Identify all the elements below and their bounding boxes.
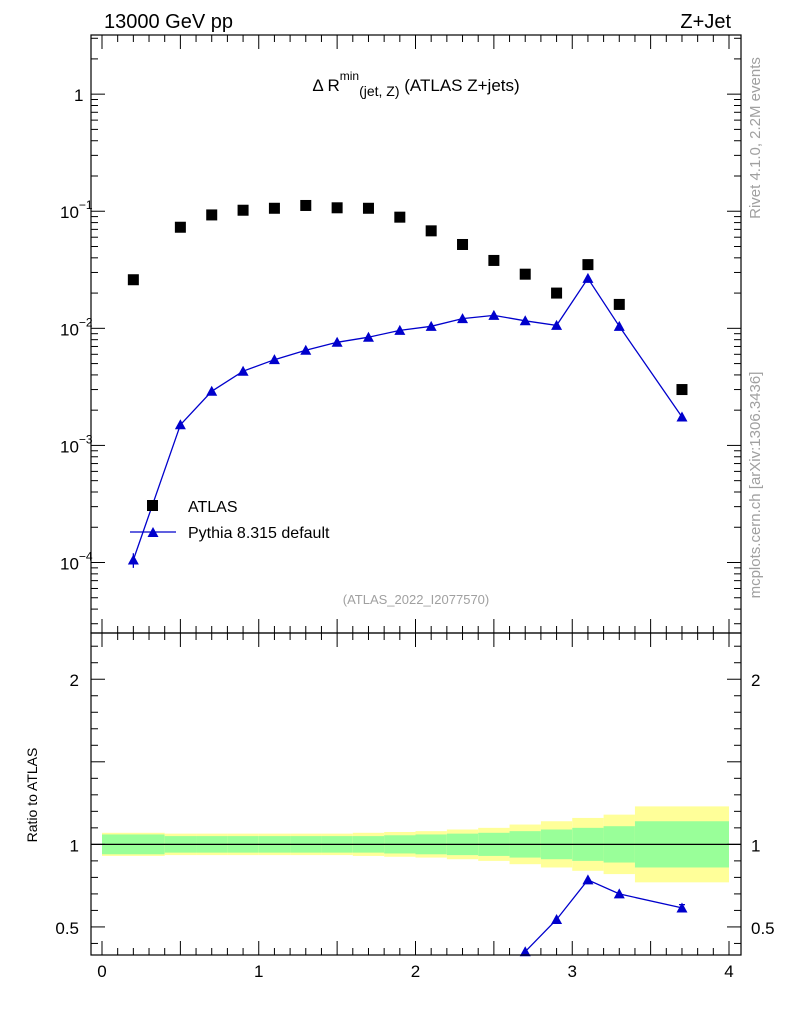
title-base: Δ R	[312, 76, 339, 95]
atlas-point	[237, 204, 249, 216]
ratio-axis-ticks	[91, 633, 741, 955]
ratio-pythia-point	[551, 913, 563, 924]
ratio-pythia-point	[582, 874, 594, 885]
legend-atlas-marker	[147, 500, 158, 511]
pythia-point	[127, 554, 139, 565]
title-rest: (ATLAS Z+jets)	[400, 76, 520, 95]
pythia-point	[425, 320, 437, 331]
atlas-point	[268, 202, 280, 214]
pythia-point	[362, 331, 374, 342]
ratio-ylabel: Ratio to ATLAS	[24, 748, 40, 843]
atlas-point	[582, 259, 594, 271]
main-data-layer	[127, 199, 688, 568]
ratio-pythia-line	[524, 879, 683, 953]
analysis-tag: (ATLAS_2022_I2077570)	[343, 592, 489, 607]
legend-atlas-label: ATLAS	[188, 499, 238, 516]
ratio-frame	[90, 632, 742, 956]
xtick-label-3: 3	[568, 962, 577, 981]
rivet-version-label: Rivet 4.1.0, 2.2M events	[747, 57, 764, 219]
chart-title: Δ Rmin(jet, Z) (ATLAS Z+jets)	[312, 69, 519, 99]
pythia-line	[132, 277, 683, 561]
title-sub: (jet, Z)	[359, 83, 399, 99]
ytick-label-1: 1	[74, 86, 83, 105]
ratio-ytick-label-right-1: 1	[751, 836, 760, 855]
title-sup: min	[340, 69, 359, 83]
pythia-point	[613, 320, 625, 331]
xtick-label-2: 2	[411, 962, 420, 981]
pythia-point	[331, 336, 343, 347]
main-ytick-labels: 10−4 10−3 10−2 10−1 1	[60, 86, 93, 573]
pythia-point	[676, 411, 688, 422]
main-panel: Δ Rmin(jet, Z) (ATLAS Z+jets) (ATLAS_202…	[60, 34, 742, 634]
atlas-point	[300, 199, 312, 211]
ratio-ytick-label-right-0.5: 0.5	[751, 919, 775, 938]
ytick-label-1e-2: 10−2	[60, 315, 93, 339]
ratio-ytick-label-2: 2	[70, 671, 79, 690]
atlas-point	[425, 225, 437, 237]
atlas-point	[676, 384, 688, 396]
atlas-point	[174, 221, 186, 233]
atlas-point	[551, 287, 563, 299]
atlas-point	[394, 211, 406, 223]
atlas-point	[457, 238, 469, 250]
legend-pythia-marker	[147, 527, 159, 537]
ratio-ytick-label-0.5: 0.5	[55, 919, 79, 938]
pythia-point	[582, 272, 594, 283]
ratio-ytick-label-right-2: 2	[751, 671, 760, 690]
pythia-point	[237, 365, 249, 376]
ratio-uncertainty-bands	[91, 806, 741, 883]
xtick-label-0: 0	[97, 962, 106, 981]
xtick-label-1: 1	[254, 962, 263, 981]
pythia-point	[457, 313, 469, 324]
header-process-label: Z+Jet	[680, 11, 731, 33]
ytick-label-1e-1: 10−1	[60, 198, 93, 222]
pythia-point	[394, 324, 406, 335]
pythia-point	[206, 385, 218, 396]
pythia-point	[551, 319, 563, 330]
pythia-point	[488, 309, 500, 320]
ratio-data-layer	[519, 874, 688, 957]
ratio-panel: Ratio to ATLAS 0.5 1 2 0.5 1 2 0 1 2 3 4	[24, 632, 775, 981]
xtick-label-4: 4	[724, 962, 733, 981]
ratio-pythia-point	[519, 946, 531, 957]
atlas-point	[331, 202, 343, 214]
mcplots-reference-label: mcplots.cern.ch [arXiv:1306.3436]	[747, 372, 764, 599]
atlas-point	[519, 268, 531, 280]
header-energy-label: 13000 GeV pp	[104, 11, 233, 33]
atlas-point	[613, 298, 625, 310]
ytick-label-1e-3: 10−3	[60, 432, 93, 456]
ratio-pythia-point	[676, 902, 688, 913]
legend: ATLAS Pythia 8.315 default	[130, 499, 330, 542]
ratio-ytick-label-1: 1	[70, 836, 79, 855]
ytick-label-1e-4: 10−4	[60, 550, 93, 574]
main-frame	[90, 34, 742, 634]
atlas-point	[127, 274, 139, 286]
atlas-point	[488, 254, 500, 266]
ratio-pythia-point	[613, 888, 625, 899]
pythia-point	[174, 419, 186, 430]
pythia-point	[300, 344, 312, 355]
legend-pythia-label: Pythia 8.315 default	[188, 525, 330, 542]
atlas-point	[362, 202, 374, 214]
atlas-point	[206, 209, 218, 221]
main-axis-ticks	[91, 35, 741, 633]
pythia-point	[519, 315, 531, 326]
pythia-point	[268, 354, 280, 365]
